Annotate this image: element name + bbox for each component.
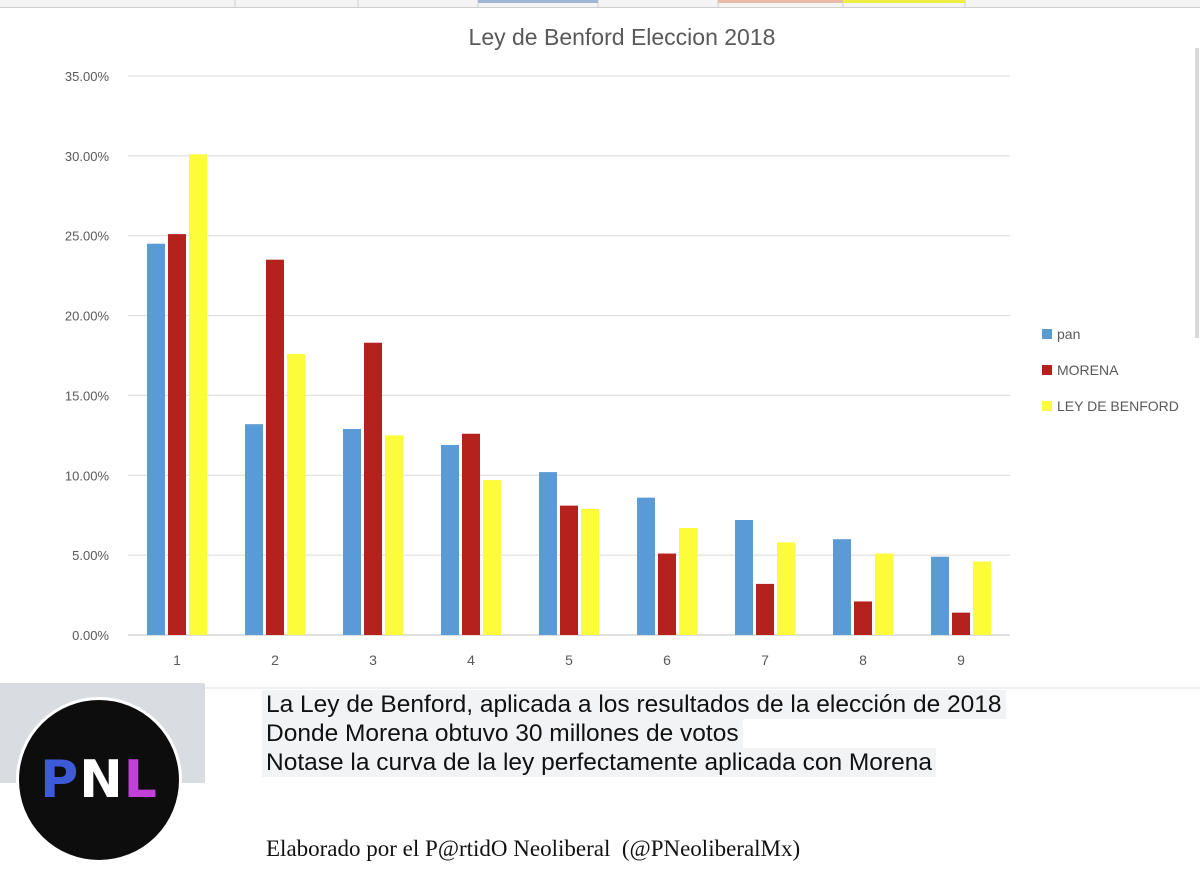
x-tick-label: 3 <box>369 652 377 668</box>
legend: pan MORENA LEY DE BENFORD <box>1042 326 1179 414</box>
bar-pan-4 <box>441 444 459 635</box>
bar-ley-de-benford-6 <box>679 527 697 635</box>
bar-ley-de-benford-4 <box>483 480 501 635</box>
top-toolbar-strip <box>0 0 1200 8</box>
bar-morena-1 <box>168 234 186 636</box>
bar-pan-1 <box>147 243 165 635</box>
bar-pan-7 <box>735 520 753 635</box>
y-tick-label: 10.00% <box>65 468 110 483</box>
bar-morena-4 <box>462 433 480 635</box>
bar-morena-6 <box>658 553 676 635</box>
logo-letter-p: P <box>40 750 80 810</box>
legend-swatch <box>1042 329 1052 339</box>
x-tick-label: 1 <box>173 652 181 668</box>
bar-pan-5 <box>539 472 557 635</box>
legend-swatch <box>1042 401 1052 411</box>
caption-line-2: Donde Morena obtuvo 30 millones de votos <box>262 719 743 748</box>
bars <box>147 154 991 636</box>
logo-letter-l: L <box>123 750 158 810</box>
x-tick-label: 9 <box>957 652 965 668</box>
legend-label: MORENA <box>1057 362 1119 378</box>
x-tick-label: 5 <box>565 652 573 668</box>
bar-morena-9 <box>952 612 970 635</box>
benford-chart: Ley de Benford Eleccion 2018 0.00% 5.00% 1… <box>0 8 1200 698</box>
y-tick-label: 5.00% <box>72 548 109 563</box>
credit-text: Elaborado por el P@rtidO Neoliberal (@PN… <box>266 836 801 861</box>
x-tick-label: 4 <box>467 652 475 668</box>
bar-pan-9 <box>931 556 949 635</box>
bar-ley-de-benford-8 <box>875 553 893 635</box>
y-tick-label: 20.00% <box>65 309 110 324</box>
bar-pan-8 <box>833 539 851 635</box>
y-tick-label: 25.00% <box>65 229 110 244</box>
logo-letter-n: N <box>79 750 124 810</box>
caption-block: La Ley de Benford, aplicada a los result… <box>262 690 1006 777</box>
y-tick-label: 35.00% <box>65 69 110 84</box>
bar-ley-de-benford-5 <box>581 508 599 635</box>
bar-ley-de-benford-7 <box>777 542 795 635</box>
bar-morena-3 <box>364 342 382 635</box>
caption-line-1: La Ley de Benford, aplicada a los result… <box>262 690 1006 719</box>
x-tick-label: 7 <box>761 652 769 668</box>
y-axis: 0.00% 5.00% 10.00% 15.00% 20.00% 25.00% 30.00%… <box>65 69 110 643</box>
x-axis: 1 2 3 4 5 6 7 8 9 <box>173 652 965 668</box>
legend-label: LEY DE BENFORD <box>1057 398 1179 414</box>
pnl-logo: P N L <box>16 697 182 863</box>
y-tick-label: 15.00% <box>65 388 110 403</box>
bar-pan-6 <box>637 497 655 635</box>
x-tick-label: 2 <box>271 652 279 668</box>
x-tick-label: 6 <box>663 652 671 668</box>
caption-line-3: Notase la curva de la ley perfectamente … <box>262 748 936 777</box>
y-tick-label: 0.00% <box>72 628 109 643</box>
bar-ley-de-benford-1 <box>189 154 207 635</box>
x-tick-label: 8 <box>859 652 867 668</box>
bar-morena-7 <box>756 583 774 635</box>
bar-morena-5 <box>560 505 578 635</box>
bar-pan-2 <box>245 424 263 635</box>
bar-morena-2 <box>266 259 284 635</box>
bar-morena-8 <box>854 601 872 635</box>
chart-title: Ley de Benford Eleccion 2018 <box>469 24 776 50</box>
y-tick-label: 30.00% <box>65 149 110 164</box>
bar-pan-3 <box>343 428 361 635</box>
bar-ley-de-benford-9 <box>973 561 991 635</box>
legend-swatch <box>1042 365 1052 375</box>
bar-ley-de-benford-2 <box>287 353 305 635</box>
legend-label: pan <box>1057 326 1080 342</box>
bar-ley-de-benford-3 <box>385 435 403 635</box>
